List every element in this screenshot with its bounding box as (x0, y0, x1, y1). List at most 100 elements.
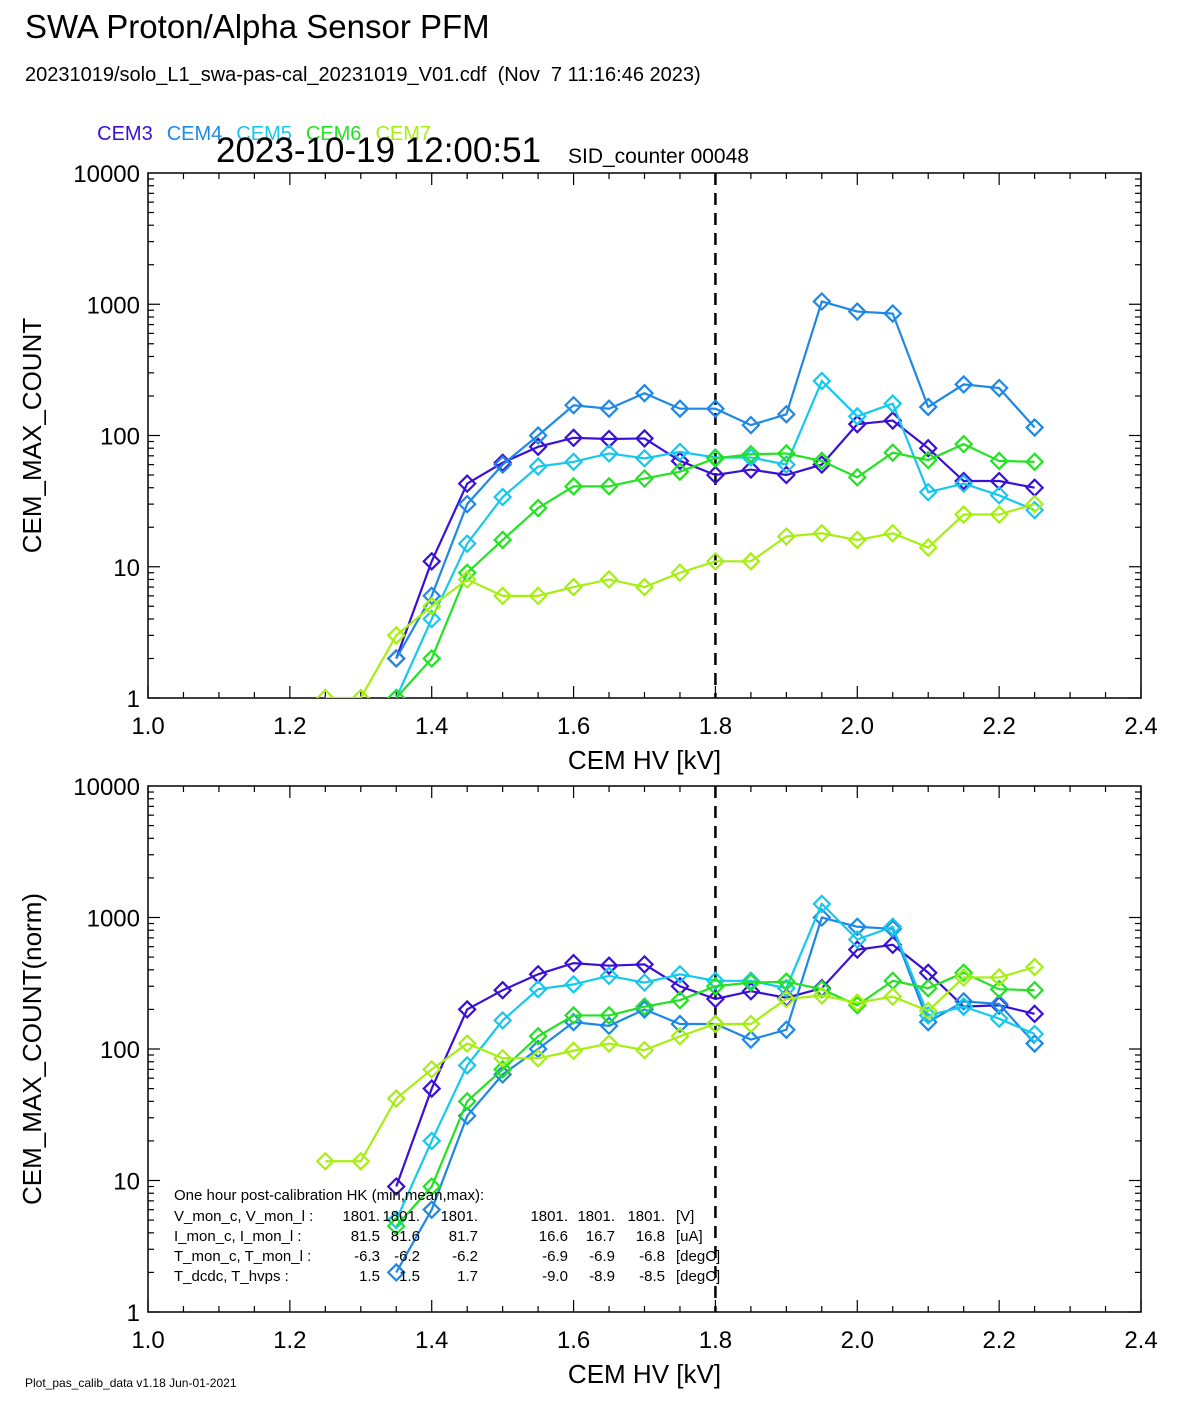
data-point-cem6 (457, 1091, 477, 1111)
data-point-cem7 (386, 1088, 406, 1109)
hk-value: -8.5 (639, 1268, 665, 1285)
x-tick-label: 1.0 (131, 713, 164, 740)
data-point-cem6 (847, 467, 867, 487)
data-point-cem5 (847, 929, 867, 950)
y-tick-label: 100 (100, 1037, 140, 1064)
data-point-cem7 (670, 563, 690, 583)
x-tick-label: 1.0 (131, 1327, 164, 1354)
data-point-cem6 (989, 979, 1009, 999)
data-point-cem4 (954, 991, 974, 1011)
data-point-cem3 (457, 474, 477, 494)
data-point-cem5 (599, 443, 619, 463)
data-point-cem7 (776, 526, 796, 547)
data-point-cem5 (564, 452, 584, 472)
data-point-cem4 (422, 1200, 442, 1220)
data-point-cem4 (599, 1016, 619, 1036)
x-tick-label: 2.2 (982, 1327, 1015, 1354)
hk-value: -9.0 (542, 1268, 568, 1285)
data-point-cem6 (422, 648, 442, 669)
data-point-cem4 (847, 301, 867, 322)
x-tick-label: 1.4 (415, 1327, 448, 1354)
data-point-cem4 (776, 1020, 796, 1040)
data-point-cem7 (883, 523, 903, 543)
data-point-cem7 (954, 504, 974, 525)
data-point-cem4 (989, 378, 1009, 398)
y-tick-label: 1 (127, 686, 140, 713)
data-point-cem5 (954, 997, 974, 1017)
y-axis-label: CEM_MAX_COUNT (17, 318, 47, 554)
series-line-cem7 (325, 965, 1035, 1163)
hk-value: -6.2 (452, 1248, 478, 1265)
data-point-cem4 (883, 919, 903, 939)
data-point-cem5 (812, 894, 832, 914)
data-point-cem7 (741, 1014, 761, 1034)
legend-cem7: CEM7 (375, 123, 432, 145)
data-point-cem3 (386, 1176, 406, 1197)
data-point-cem7 (315, 688, 335, 698)
data-point-cem5 (954, 474, 974, 494)
hk-value: 16.7 (586, 1228, 615, 1245)
data-point-cem7 (599, 1034, 619, 1054)
y-tick-label: 1 (127, 1300, 140, 1327)
x-tick-label: 2.2 (982, 713, 1015, 740)
data-point-cem6 (741, 973, 761, 993)
data-point-cem5 (989, 485, 1009, 505)
data-point-cem4 (705, 399, 725, 419)
data-point-cem5 (670, 964, 690, 984)
data-point-cem5 (599, 966, 619, 986)
data-point-cem4 (1025, 417, 1045, 438)
data-point-cem7 (670, 1026, 690, 1046)
hk-value: 1801. (577, 1208, 615, 1225)
data-point-cem5 (918, 482, 938, 502)
data-point-cem6 (670, 462, 690, 482)
hk-heading: One hour post-calibration HK (min,mean,m… (174, 1187, 484, 1204)
data-point-cem6 (493, 530, 513, 550)
file-subtitle: 20231019/solo_L1_swa-pas-cal_20231019_V0… (25, 64, 701, 86)
data-point-cem3 (493, 980, 513, 1000)
data-point-cem6 (954, 963, 974, 983)
data-point-cem3 (599, 956, 619, 976)
data-point-cem5 (812, 371, 832, 391)
data-point-cem4 (599, 399, 619, 419)
data-point-cem4 (741, 415, 761, 435)
data-point-cem5 (741, 971, 761, 991)
data-point-cem7 (564, 577, 584, 597)
y-tick-label: 1000 (87, 292, 140, 319)
data-point-cem4 (883, 303, 903, 324)
data-point-cem5 (564, 974, 584, 994)
hk-value: 1801. (530, 1208, 568, 1225)
data-point-cem7 (564, 1041, 584, 1061)
data-point-cem5 (386, 1210, 406, 1230)
data-point-cem6 (599, 1005, 619, 1025)
timestamp: 2023-10-19 12:00:51 (216, 131, 541, 170)
series-line-cem6 (395, 442, 1035, 698)
data-point-cem5 (883, 394, 903, 414)
data-point-cem5 (422, 1131, 442, 1151)
hk-value: 16.6 (539, 1228, 568, 1245)
x-tick-label: 1.4 (415, 713, 448, 740)
hk-row-label: I_mon_c, I_mon_l : (174, 1228, 302, 1245)
data-point-cem3 (776, 465, 796, 485)
data-point-cem3 (634, 954, 655, 974)
hk-value: [uA] (676, 1228, 703, 1245)
data-point-cem6 (1025, 980, 1045, 1000)
y-tick-label: 10000 (73, 774, 140, 801)
data-point-cem7 (422, 1059, 442, 1079)
data-point-cem4 (386, 648, 406, 669)
hk-value: -6.8 (639, 1248, 665, 1265)
hk-value: 1801. (382, 1208, 420, 1225)
data-point-cem4 (918, 397, 938, 417)
hk-value: 1801. (440, 1208, 478, 1225)
data-point-cem7 (634, 1040, 655, 1060)
data-point-cem4 (670, 1014, 690, 1034)
hk-value: -6.3 (354, 1248, 380, 1265)
data-point-cem7 (705, 551, 725, 571)
data-point-cem7 (493, 586, 513, 606)
data-point-cem7 (351, 1151, 371, 1171)
data-point-cem4 (528, 425, 548, 446)
x-tick-label: 2.0 (841, 713, 874, 740)
data-point-cem7 (1025, 957, 1045, 977)
legend-cem3: CEM3 (97, 123, 153, 145)
data-point-cem3 (741, 460, 761, 480)
